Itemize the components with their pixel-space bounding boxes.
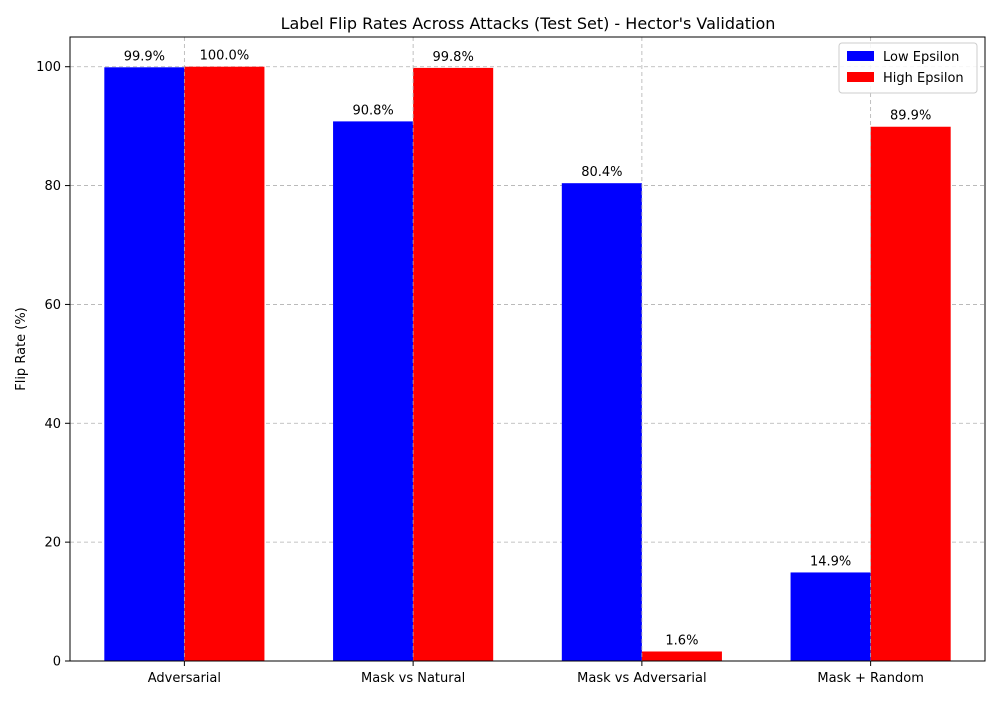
plot-frame <box>69 36 986 662</box>
bars-group <box>104 66 951 662</box>
chart-title: Label Flip Rates Across Attacks (Test Se… <box>281 14 776 33</box>
data-label-1-2: 1.6% <box>665 633 698 648</box>
bar-1-0 <box>184 66 265 661</box>
data-labels-group: 99.9% 90.8% 80.4% 14.9% 100.0% 99.8% 1.6% 89.9% <box>124 49 932 649</box>
y-tick-label-2: 40 <box>44 417 61 432</box>
y-tick-label-3: 60 <box>44 298 61 313</box>
y-axis-label: Flip Rate (%) <box>14 307 29 391</box>
bar-1-1 <box>413 67 494 662</box>
bar-1-3 <box>870 126 951 662</box>
data-label-1-1: 99.8% <box>433 50 474 65</box>
x-tick-label-2: Mask vs Adversarial <box>577 671 706 686</box>
data-label-0-1: 90.8% <box>352 103 393 118</box>
legend-swatch-1 <box>847 72 874 82</box>
y-tick-label-1: 20 <box>44 536 61 551</box>
data-label-1-0: 100.0% <box>200 49 250 64</box>
bar-0-2 <box>561 183 642 662</box>
bar-0-1 <box>333 121 414 662</box>
legend-label-1: High Epsilon <box>883 71 964 86</box>
y-tick-label-4: 80 <box>44 179 61 194</box>
data-label-0-3: 14.9% <box>810 554 851 569</box>
data-label-0-0: 99.9% <box>124 49 165 64</box>
bar-0-0 <box>104 67 185 661</box>
legend-label-0: Low Epsilon <box>883 50 959 65</box>
x-tick-label-0: Adversarial <box>148 671 221 686</box>
data-label-0-2: 80.4% <box>581 165 622 180</box>
y-tick-label-0: 0 <box>53 655 61 670</box>
bar-0-3 <box>790 572 871 661</box>
legend: Low Epsilon High Epsilon <box>838 42 978 94</box>
data-label-1-3: 89.9% <box>890 109 931 124</box>
bar-1-2 <box>641 651 722 661</box>
y-tick-label-5: 100 <box>36 60 61 75</box>
legend-swatch-0 <box>847 51 874 61</box>
x-tick-label-1: Mask vs Natural <box>361 671 465 686</box>
axes-group: 0 20 40 60 80 100 Adversarial Mask vs Natural Ma… <box>36 36 986 686</box>
x-tick-label-3: Mask + Random <box>817 671 923 686</box>
